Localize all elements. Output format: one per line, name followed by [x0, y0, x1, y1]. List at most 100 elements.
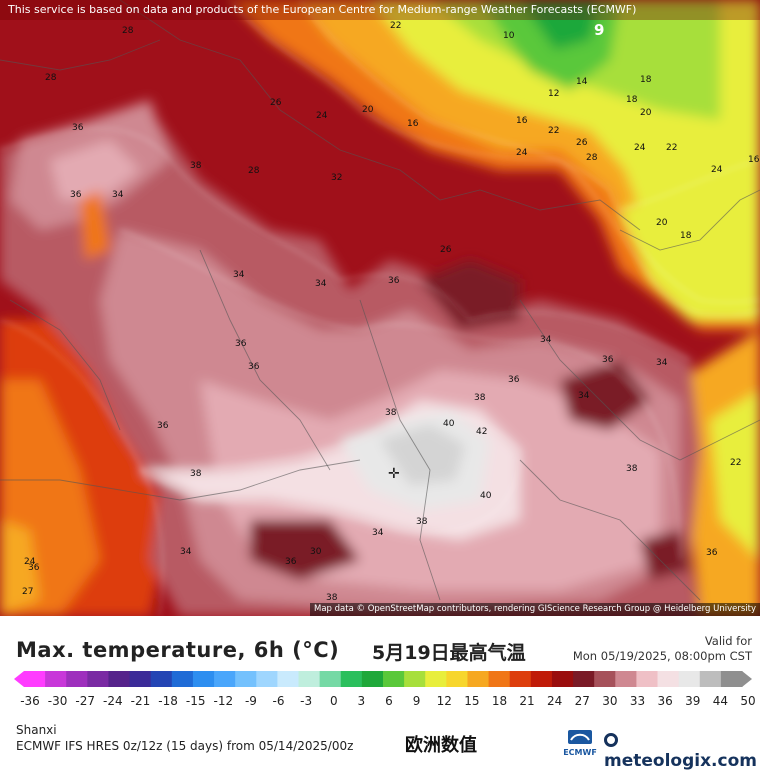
contour-label: 22	[730, 458, 741, 468]
scale-swatch	[530, 671, 553, 687]
contour-label: 42	[476, 427, 487, 437]
contour-label: 38	[190, 161, 202, 171]
scale-tick-label: 6	[385, 694, 393, 708]
contour-label: 38	[326, 593, 338, 603]
contour-label: 24	[316, 111, 328, 121]
scale-tick-label: 44	[712, 694, 729, 708]
isotherm-lines	[0, 0, 760, 616]
contour-label: 18	[626, 95, 638, 105]
scale-swatch	[657, 671, 680, 687]
city-marker-icon: ✛	[388, 466, 400, 482]
valid-label: Valid for	[704, 634, 752, 648]
contour-label: 34	[656, 358, 668, 368]
contour-label: 34	[112, 190, 124, 200]
valid-time-block: Valid for Mon 05/19/2025, 08:00pm CST	[573, 634, 752, 664]
contour-label: 27	[22, 587, 33, 597]
scale-tick-label: 36	[657, 694, 673, 708]
scale-tick-label: 21	[519, 694, 535, 708]
contour-labels: 2836382826242022161012141618182022242628…	[22, 21, 760, 603]
scale-tick-label: 33	[629, 694, 646, 708]
scale-tick-label: -12	[213, 694, 234, 708]
scale-swatch	[361, 671, 384, 687]
valid-time: Mon 05/19/2025, 08:00pm CST	[572, 649, 752, 663]
contour-label: 36	[388, 276, 400, 286]
contour-label: 38	[190, 469, 202, 479]
contour-label: 24	[711, 165, 723, 175]
chart-title: Max. temperature, 6h (°C)	[16, 638, 340, 662]
contour-label: 36	[72, 123, 84, 133]
contour-label: 28	[122, 26, 134, 36]
model-info: ECMWF IFS HRES 0z/12z (15 days) from 05/…	[16, 739, 354, 753]
contour-label: 24	[24, 557, 36, 567]
scale-tick-label: -6	[272, 694, 285, 708]
svg-text:ECMWF: ECMWF	[563, 748, 597, 757]
scale-tick-label: -27	[75, 694, 96, 708]
contour-label: 20	[656, 218, 668, 228]
color-scale-bar	[14, 671, 752, 687]
top-right-marker: 9	[594, 21, 604, 39]
contour-label: 36	[602, 355, 614, 365]
scale-swatch	[615, 671, 637, 687]
scale-swatch	[488, 671, 511, 687]
scale-swatch	[298, 671, 321, 687]
contour-label: 36	[70, 190, 82, 200]
scale-tick-label: 12	[436, 694, 452, 708]
contour-label: 26	[440, 245, 452, 255]
scale-swatch	[573, 671, 595, 687]
contour-label: 38	[416, 517, 428, 527]
contour-label: 36	[706, 548, 718, 558]
contour-label: 34	[578, 391, 590, 401]
scale-swatch	[404, 671, 426, 687]
scale-arrow-left	[14, 671, 24, 687]
contour-label: 20	[640, 108, 652, 118]
scale-tick-label: 3	[357, 694, 366, 708]
scale-tick-label: 24	[547, 694, 563, 708]
meteologix-logo-icon	[604, 733, 618, 747]
contour-label: 22	[390, 21, 401, 31]
brand-text: meteologix.com	[604, 751, 757, 771]
scale-swatch	[319, 671, 342, 687]
scale-swatch	[467, 671, 490, 687]
scale-tick-label: -15	[185, 694, 206, 708]
map-data-attribution[interactable]: Map data © OpenStreetMap contributors, r…	[310, 603, 760, 616]
contour-label: 34	[180, 547, 192, 557]
contour-label: 22	[548, 126, 559, 136]
contour-label: 34	[233, 270, 245, 280]
scale-swatch	[551, 671, 574, 687]
scale-arrow-right	[742, 671, 752, 687]
contour-label: 28	[45, 73, 57, 83]
contour-label: 28	[248, 166, 260, 176]
contour-label: 36	[285, 557, 297, 567]
contour-label: 40	[480, 491, 492, 501]
ecmwf-attribution: This service is based on data and produc…	[0, 0, 760, 20]
scale-swatch	[108, 671, 131, 687]
contour-label: 22	[666, 143, 677, 153]
temperature-map[interactable]: 28 36 38 28 26 24 20 22 16 10 12 14 16 18 18 20 22 24 26 28…	[0, 0, 760, 616]
scale-tick-label: 15	[464, 694, 480, 708]
temperature-field	[0, 0, 760, 616]
contour-label: 36	[248, 362, 260, 372]
scale-tick-label: 27	[574, 694, 590, 708]
contour-label: 34	[540, 335, 552, 345]
scale-swatch	[87, 671, 109, 687]
meteologix-brand[interactable]: meteologix.com	[604, 731, 760, 771]
contour-label: 18	[640, 75, 652, 85]
contour-label: 40	[443, 419, 455, 429]
region-name: Shanxi	[16, 723, 57, 737]
scale-tick-label: 39	[685, 694, 701, 708]
scale-tick-label: 18	[491, 694, 508, 708]
contour-label: 34	[372, 528, 384, 538]
contour-label: 32	[331, 173, 342, 183]
scale-swatch	[45, 671, 67, 687]
contour-label: 36	[157, 421, 169, 431]
contour-label: 18	[680, 231, 692, 241]
contour-label: 10	[503, 31, 515, 41]
contour-label: 12	[548, 89, 559, 99]
scale-swatch	[256, 671, 278, 687]
scale-swatch	[340, 671, 363, 687]
scale-tick-label: -30	[47, 694, 68, 708]
scale-swatch	[24, 671, 46, 687]
contour-label: 16	[516, 116, 528, 126]
scale-tick-label: -24	[103, 694, 123, 708]
scale-swatch	[277, 671, 300, 687]
